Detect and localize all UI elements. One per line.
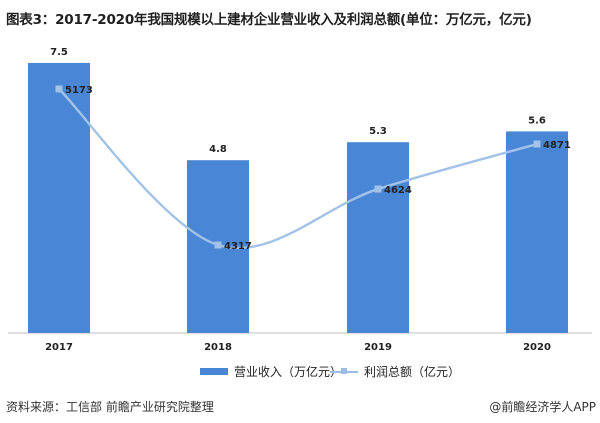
x-tick-2018: 2018 [204,342,232,353]
bar-series [28,63,568,333]
legend-item-profit: 利润总额（亿元） [330,363,460,380]
x-tick-2020: 2020 [523,342,551,353]
legend-line-swatch [330,367,358,374]
legend-item-revenue: 营业收入（万亿元） [200,363,342,380]
line-markers [55,85,541,249]
line-point-2018 [214,241,222,249]
line-point-2019 [374,185,382,193]
credit-note: @前瞻经济学人APP [489,400,596,414]
legend-label-revenue: 营业收入（万亿元） [234,365,343,379]
line-label-2019: 4624 [384,185,412,196]
legend-label-profit: 利润总额（亿元） [364,365,461,379]
bar-value-labels: 7.5 4.8 5.3 5.6 [50,47,546,155]
legend-bar-swatch [200,368,228,375]
line-point-2020 [533,140,541,148]
bar-label-2017: 7.5 [50,47,68,58]
x-tick-2017: 2017 [45,342,73,353]
line-label-2020: 4871 [543,140,571,151]
bar-2017 [28,63,90,333]
chart-title: 图表3：2017-2020年我国规模以上建材企业营业收入及利润总额(单位：万亿元… [6,12,532,28]
bar-2019 [347,142,409,333]
x-tick-2019: 2019 [364,342,392,353]
line-label-2017: 5173 [65,85,93,96]
bar-label-2018: 4.8 [209,144,227,155]
bar-label-2020: 5.6 [528,115,546,126]
bar-2020 [506,131,568,333]
line-value-labels: 5173 4317 4624 4871 [65,85,571,252]
source-note: 资料来源：工信部 前瞻产业研究院整理 [6,400,214,414]
footer: 资料来源：工信部 前瞻产业研究院整理 @前瞻经济学人APP [0,398,600,418]
bar-label-2019: 5.3 [369,126,387,137]
line-point-2017 [55,85,63,93]
line-label-2018: 4317 [224,241,252,252]
x-axis-ticks: 2017 2018 2019 2020 [45,342,551,353]
legend: 营业收入（万亿元） 利润总额（亿元） [0,363,600,381]
profit-line [58,88,538,250]
